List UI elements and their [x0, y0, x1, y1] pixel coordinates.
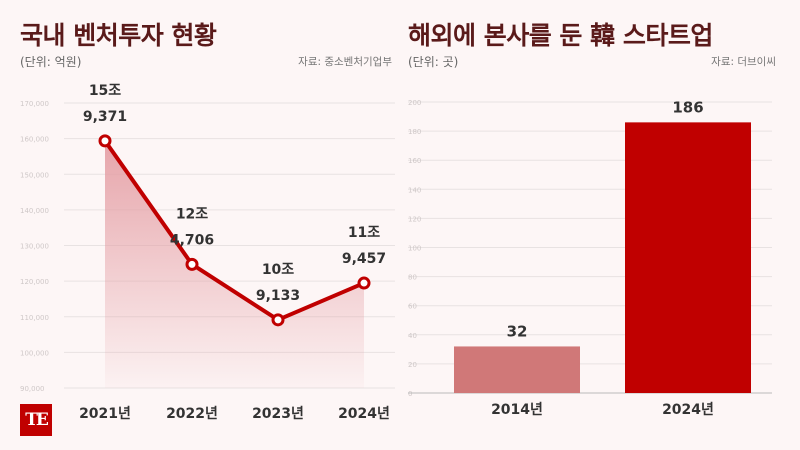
left-chart-title: 국내 벤처투자 현황 [20, 21, 217, 50]
left-chart-panel: 국내 벤처투자 현황 (단위: 억원) 자료: 중소벤처기업부 90,000 10… [20, 21, 395, 422]
y-tick-label: 140 [408, 186, 421, 194]
y-tick-label: 150,000 [20, 171, 49, 179]
data-point [185, 257, 199, 271]
y-tick-label: 80 [408, 274, 417, 282]
y-tick-label: 0 [408, 390, 412, 398]
y-tick-label: 40 [408, 332, 417, 340]
x-tick-label: 2024년 [338, 406, 390, 422]
y-tick-label: 140,000 [20, 207, 49, 215]
data-label-jo: 15조 [89, 83, 121, 99]
data-point [357, 276, 371, 290]
data-label-eok: 9,133 [256, 288, 300, 304]
right-chart-source: 자료: 더브이씨 [711, 56, 776, 68]
y-tick-label: 90,000 [20, 385, 45, 393]
data-label-eok: 4,706 [170, 232, 214, 248]
bar-value-label: 32 [507, 322, 528, 340]
y-tick-label: 120 [408, 215, 421, 223]
data-label-jo: 12조 [176, 206, 208, 222]
data-point [98, 134, 112, 148]
data-label-jo: 10조 [262, 262, 294, 278]
x-tick-label: 2021년 [79, 406, 131, 422]
bar-value-label: 186 [672, 98, 703, 116]
y-tick-label: 100,000 [20, 349, 49, 357]
venture-investment-chart: 90,000 100,000 110,000 120,000 130,000 140,00… [20, 83, 395, 422]
series-line [103, 139, 365, 322]
y-tick-label: 160,000 [20, 136, 49, 144]
y-tick-label: 110,000 [20, 314, 49, 322]
x-tick-label: 2014년 [491, 402, 543, 418]
data-label-eok: 9,371 [83, 109, 127, 125]
overseas-hq-startups-chart: 0 20 40 60 80 100 120 140 160 180 200 32 2014년 186 202… [408, 98, 772, 418]
y-tick-label: 170,000 [20, 100, 49, 108]
x-tick-label: 2022년 [166, 406, 218, 422]
x-tick-label: 2024년 [662, 402, 714, 418]
y-tick-label: 60 [408, 303, 417, 311]
data-point [271, 313, 285, 327]
right-chart-panel: 해외에 본사를 둔 韓 스타트업 (단위: 곳) 자료: 더브이씨 0 20 40 6… [400, 0, 800, 450]
data-label-eok: 9,457 [342, 251, 386, 267]
area-fill [105, 140, 364, 388]
left-chart-source: 자료: 중소벤처기업부 [298, 56, 392, 68]
y-tick-label: 160 [408, 157, 421, 165]
y-tick-label: 180 [408, 128, 421, 136]
y-tick-label: 20 [408, 361, 417, 369]
data-label-jo: 11조 [348, 225, 380, 241]
publisher-logo: TE [20, 404, 52, 436]
y-tick-label: 100 [408, 245, 421, 253]
right-chart-title: 해외에 본사를 둔 韓 스타트업 [408, 21, 713, 50]
y-tick-label: 120,000 [20, 278, 49, 286]
x-tick-label: 2023년 [252, 406, 304, 422]
right-chart-unit: (단위: 곳) [408, 55, 459, 69]
bar [625, 122, 751, 394]
y-tick-label: 130,000 [20, 243, 49, 251]
y-tick-label: 200 [408, 99, 421, 107]
bar [454, 346, 580, 393]
left-chart-unit: (단위: 억원) [20, 55, 82, 69]
